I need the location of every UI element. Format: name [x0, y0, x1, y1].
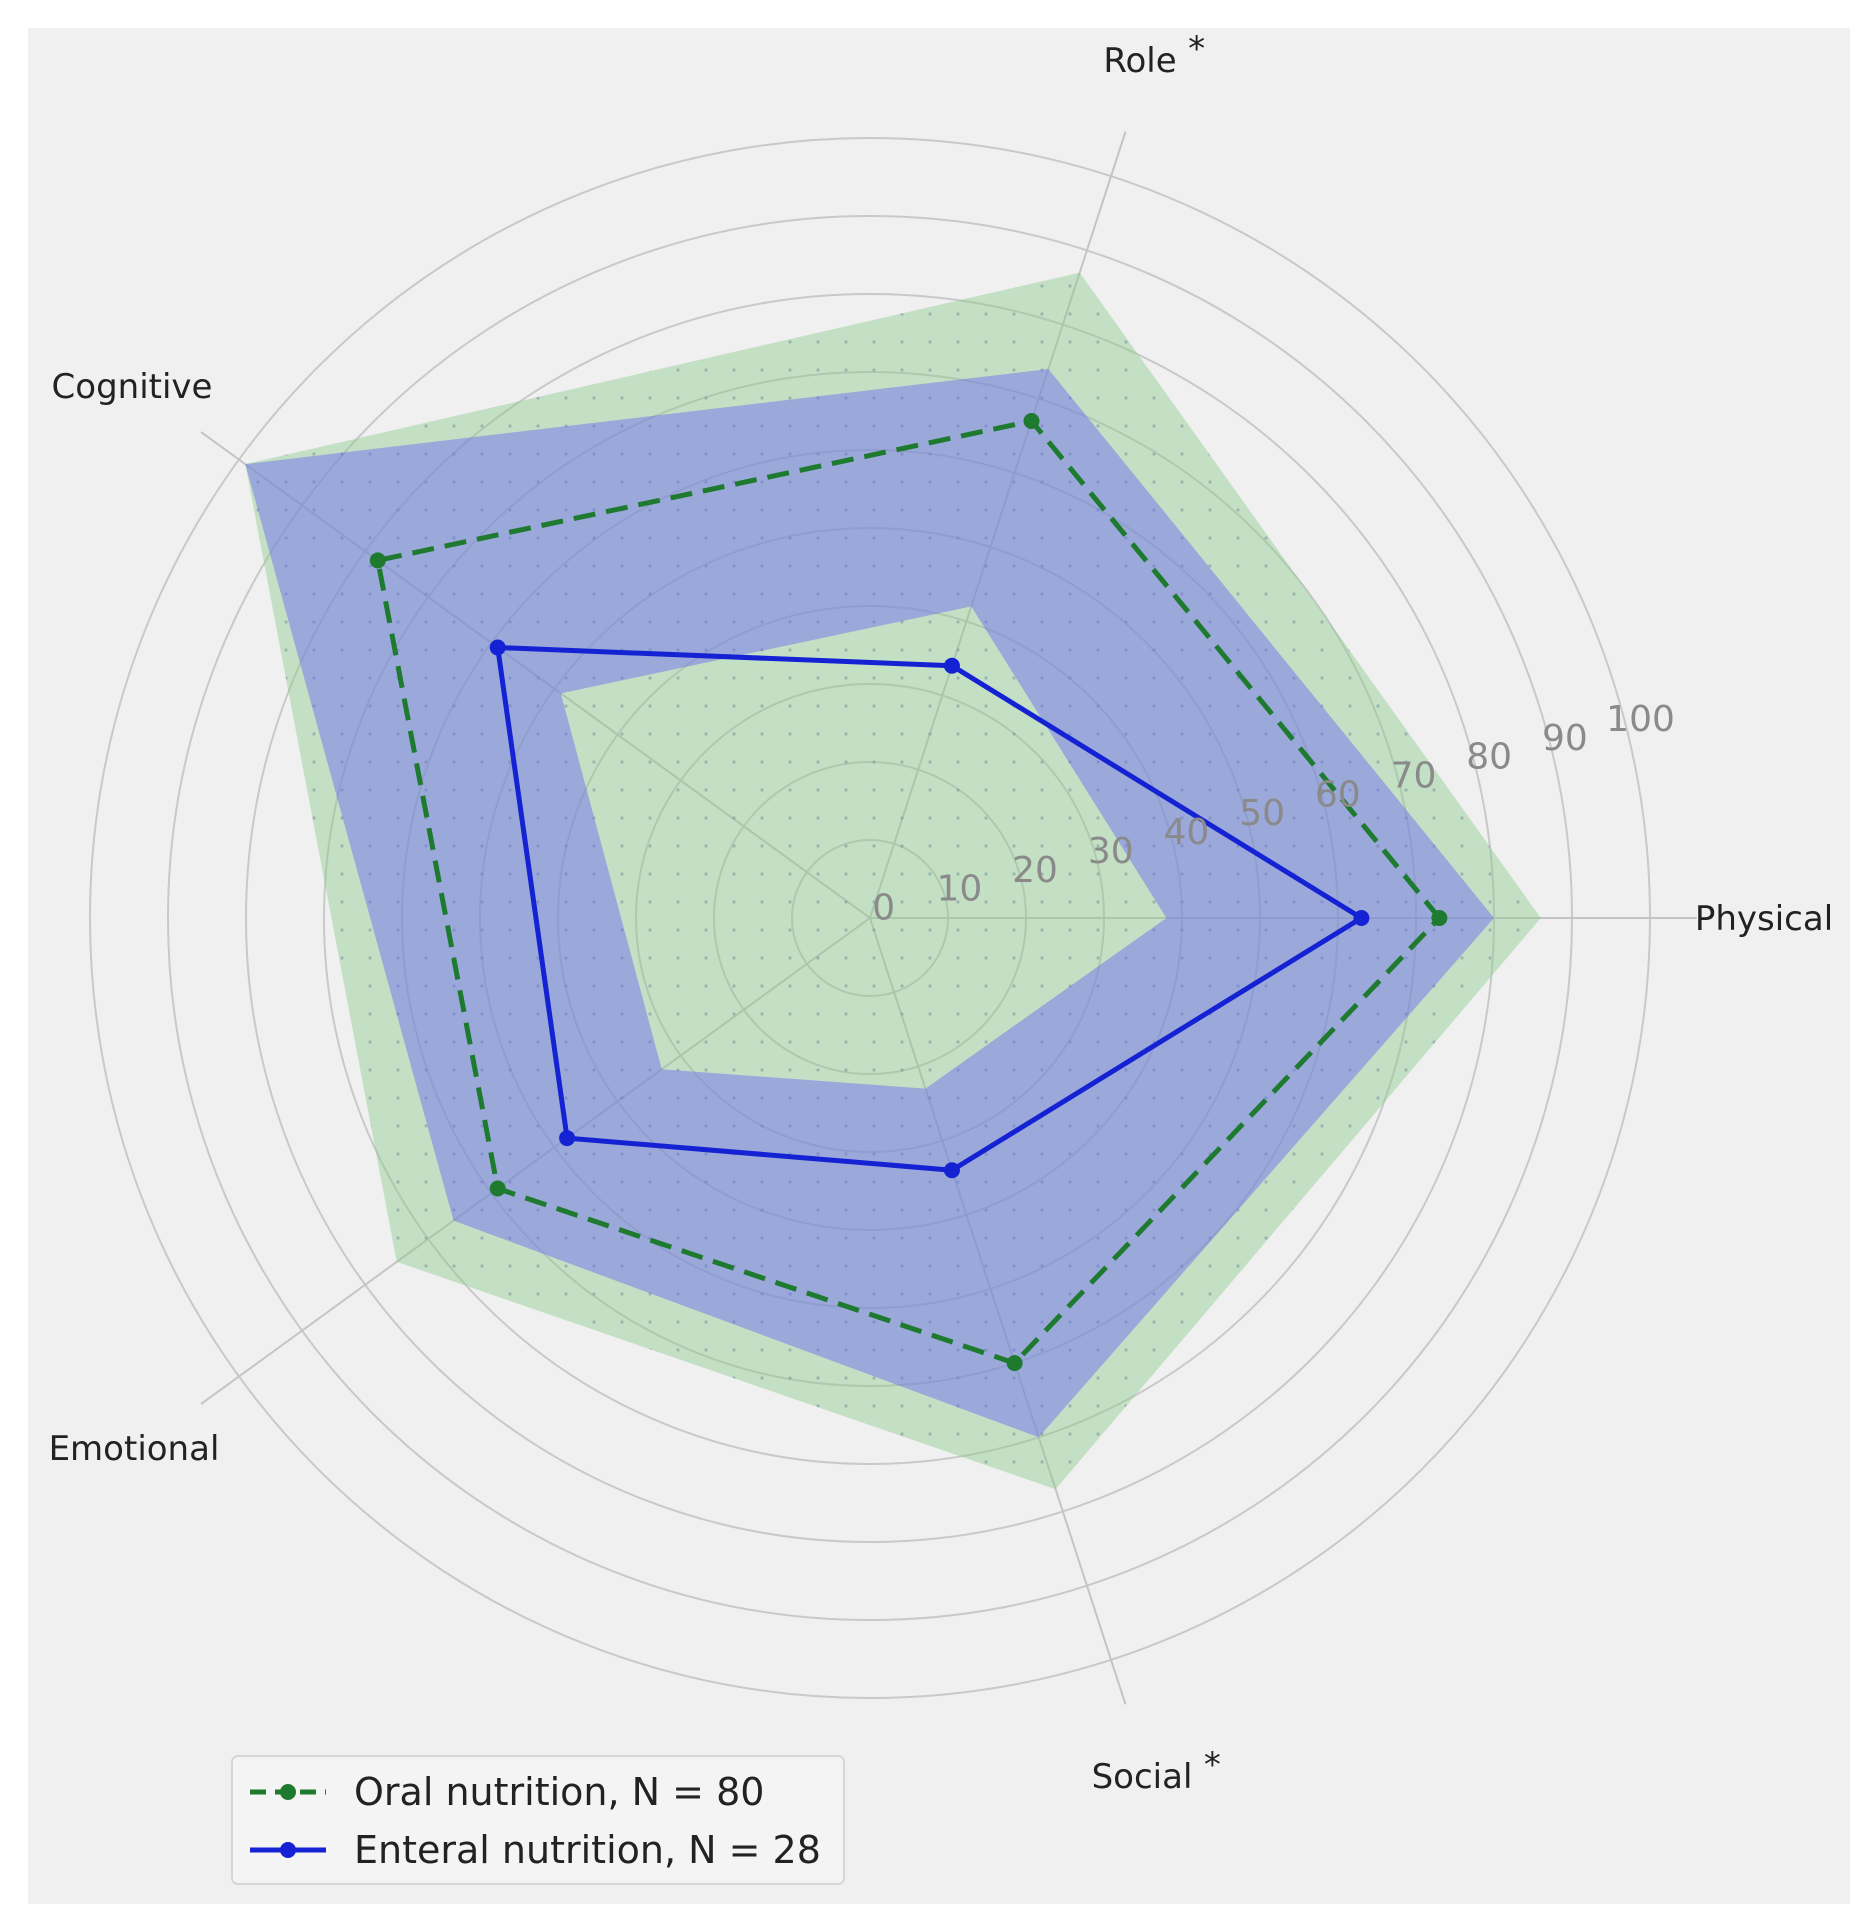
- series-line-oral: [375, 418, 1442, 1366]
- tick-label-0: 0: [872, 888, 895, 929]
- series-line-enteral: [495, 645, 1363, 1173]
- point-oral-role: [1023, 412, 1040, 429]
- point-oral-physical: [1431, 910, 1448, 926]
- tick-label-30: 30: [1088, 831, 1134, 872]
- axis-label-role: Role: [1103, 41, 1176, 81]
- series-layer: [369, 412, 1448, 1372]
- point-enteral-cognitive: [489, 639, 506, 656]
- axis-labels: Physical Role * Cognitive Emotional Social *: [49, 29, 1834, 1797]
- axis-label-physical: Physical: [1695, 899, 1833, 939]
- tick-label-50: 50: [1239, 793, 1285, 834]
- tick-label-80: 80: [1466, 737, 1512, 778]
- tick-label-70: 70: [1391, 755, 1437, 796]
- legend-label-oral: Oral nutrition, N = 80: [354, 1770, 764, 1814]
- point-enteral-role: [943, 657, 960, 674]
- band-layer: [245, 272, 1541, 1490]
- significance-marker-social: *: [1204, 1745, 1221, 1785]
- significance-marker-role: *: [1188, 29, 1205, 69]
- axis-label-emotional: Emotional: [49, 1429, 220, 1469]
- tick-label-100: 100: [1606, 699, 1675, 740]
- legend-label-enteral: Enteral nutrition, N = 28: [354, 1828, 821, 1872]
- point-enteral-emotional: [559, 1130, 576, 1147]
- tick-label-90: 90: [1542, 718, 1588, 759]
- tick-label-60: 60: [1315, 774, 1361, 815]
- legend: Oral nutrition, N = 80 Enteral nutrition,…: [231, 1755, 845, 1885]
- legend-marker-enteral: [280, 1842, 296, 1858]
- axis-label-social: Social: [1092, 1757, 1193, 1797]
- tick-label-40: 40: [1164, 812, 1210, 853]
- tick-label-20: 20: [1012, 850, 1058, 891]
- point-oral-cognitive: [369, 552, 386, 569]
- legend-marker-oral: [280, 1784, 296, 1800]
- point-enteral-physical: [1353, 910, 1370, 926]
- tick-label-10: 10: [936, 869, 982, 910]
- point-oral-emotional: [489, 1180, 506, 1197]
- axis-label-cognitive: Cognitive: [52, 367, 213, 407]
- band-enteral: [245, 369, 1494, 1438]
- point-enteral-social: [943, 1162, 960, 1179]
- legend-box: [231, 1755, 845, 1885]
- radial-tick-labels: 0 10 20 30 40 50 60 70 80 90 100: [872, 699, 1675, 929]
- point-oral-social: [1006, 1355, 1023, 1372]
